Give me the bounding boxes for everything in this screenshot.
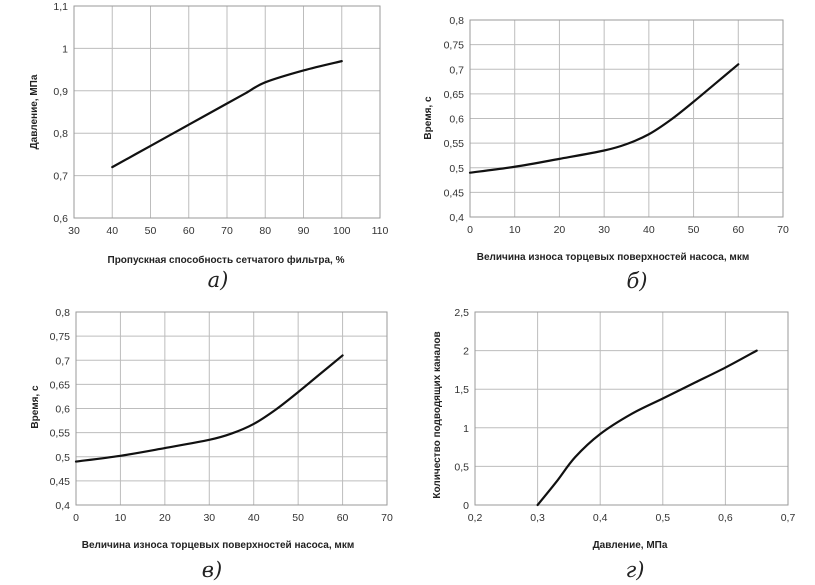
x-tick-label: 10 [509, 224, 521, 236]
series-line-a [111, 60, 343, 169]
x-tick-label: 50 [145, 225, 157, 237]
caption-b: б) [626, 269, 647, 293]
chart-svg-d: 0,2 0,3 0,4 0,5 0,6 0,7 0 0,5 1 1,5 2 2,5 Давление,… [432, 307, 795, 582]
x-tick-label: 70 [777, 224, 789, 236]
x-tick-label: 0,2 [468, 512, 483, 524]
y-tick-label: 0,45 [50, 476, 71, 488]
x-tick-label: 60 [732, 224, 744, 236]
ticks-a: 30 40 50 60 70 80 90 100 110 0,6 0,7 0,8 0,9 1 1,1 [53, 1, 388, 237]
plot-frame [469, 19, 784, 218]
x-tick-label: 40 [643, 224, 655, 236]
series-line-d [536, 349, 758, 507]
x-tick-label: 70 [221, 225, 233, 237]
x-tick-label: 0,3 [530, 512, 545, 524]
chart-svg-c: 0 10 20 30 40 50 60 70 0,4 0,45 0,5 0,55 0,6 0,65 0,7 0… [30, 307, 393, 582]
x-tick-label: 60 [337, 512, 349, 524]
y-tick-label: 0,8 [55, 307, 70, 319]
y-tick-label: 0,65 [50, 379, 71, 391]
y-tick-label: 0,4 [55, 500, 70, 512]
x-tick-label: 0,7 [781, 512, 796, 524]
y-tick-label: 1 [62, 43, 68, 55]
x-tick-label: 70 [381, 512, 393, 524]
y-tick-label: 1,5 [454, 384, 469, 396]
x-axis-label-a: Пропускная способность сетчатого фильтра… [108, 254, 345, 266]
x-tick-label: 110 [372, 225, 389, 237]
y-tick-label: 1 [463, 423, 469, 435]
chart-svg-b: 0 10 20 30 40 50 60 70 0,4 0,45 0,5 0,55 0,6 0,65 0,7 0… [423, 15, 789, 293]
y-tick-label: 0,55 [50, 428, 71, 440]
grid-c [75, 311, 388, 506]
x-tick-label: 0 [73, 512, 79, 524]
grid-a [73, 5, 381, 219]
y-tick-label: 0,65 [444, 89, 465, 101]
y-tick-label: 0,55 [444, 138, 465, 150]
y-tick-label: 0,75 [50, 331, 71, 343]
x-tick-label: 100 [333, 225, 351, 237]
plot-frame [73, 5, 381, 219]
y-axis-label-c: Время, с [30, 385, 41, 429]
x-tick-label: 0,6 [718, 512, 733, 524]
ticks-c: 0 10 20 30 40 50 60 70 0,4 0,45 0,5 0,55 0,6 0,65 0,7 0… [50, 307, 393, 524]
y-tick-label: 0,5 [454, 461, 469, 473]
y-tick-label: 0,5 [55, 452, 70, 464]
plot-frame [75, 311, 388, 506]
y-tick-label: 0,7 [55, 355, 70, 367]
caption-c: в) [202, 558, 222, 582]
caption-d: г) [626, 558, 645, 582]
y-tick-label: 0,5 [449, 163, 464, 175]
caption-a: а) [208, 268, 229, 292]
y-tick-label: 0,8 [53, 128, 68, 140]
y-tick-label: 0,7 [449, 64, 464, 76]
y-tick-label: 1,1 [53, 1, 68, 13]
y-axis-label-d: Количество подводящих каналов [432, 331, 443, 498]
x-tick-label: 40 [248, 512, 260, 524]
x-tick-label: 90 [298, 225, 310, 237]
y-tick-label: 0,8 [449, 15, 464, 27]
x-tick-label: 10 [115, 512, 127, 524]
x-tick-label: 50 [688, 224, 700, 236]
chart-svg-a: 30 40 50 60 70 80 90 100 110 0,6 0,7 0,8 0,9 1 1,1 Про… [29, 1, 389, 292]
y-axis-label-b: Время, с [423, 96, 434, 140]
y-tick-label: 0,6 [449, 114, 464, 126]
x-tick-label: 20 [159, 512, 171, 524]
x-tick-label: 30 [598, 224, 610, 236]
chart-panel-d: 0,2 0,3 0,4 0,5 0,6 0,7 0 0,5 1 1,5 2 2,5 Давление,… [405, 295, 815, 585]
y-tick-label: 2,5 [454, 307, 469, 319]
x-tick-label: 60 [183, 225, 195, 237]
plot-frame [474, 311, 789, 506]
series-line-b [468, 63, 740, 174]
grid-b [469, 19, 784, 218]
x-tick-label: 30 [68, 225, 80, 237]
x-tick-label: 80 [259, 225, 271, 237]
ticks-d: 0,2 0,3 0,4 0,5 0,6 0,7 0 0,5 1 1,5 2 2,5 [454, 307, 795, 524]
y-tick-label: 0,6 [53, 213, 68, 225]
y-tick-label: 0,6 [55, 404, 70, 416]
x-tick-label: 0,4 [593, 512, 608, 524]
chart-panel-a: 30 40 50 60 70 80 90 100 110 0,6 0,7 0,8 0,9 1 1,1 Про… [0, 0, 400, 292]
x-axis-label-b: Величина износа торцевых поверхностей на… [477, 252, 749, 263]
series-line-c [74, 354, 344, 463]
y-axis-label-a: Давление, МПа [29, 74, 40, 149]
chart-panel-c: 0 10 20 30 40 50 60 70 0,4 0,45 0,5 0,55 0,6 0,65 0,7 0… [0, 295, 405, 585]
y-tick-label: 0,9 [53, 86, 68, 98]
y-tick-label: 0 [463, 500, 469, 512]
x-tick-label: 50 [292, 512, 304, 524]
x-tick-label: 30 [203, 512, 215, 524]
grid-d [474, 311, 789, 506]
y-tick-label: 2 [463, 346, 469, 358]
x-tick-label: 40 [106, 225, 118, 237]
chart-panel-b: 0 10 20 30 40 50 60 70 0,4 0,45 0,5 0,55 0,6 0,65 0,7 0… [405, 0, 815, 295]
x-tick-label: 0 [467, 224, 473, 236]
y-tick-label: 0,45 [444, 187, 465, 199]
y-tick-label: 0,75 [444, 40, 465, 52]
x-tick-label: 0,5 [655, 512, 670, 524]
y-tick-label: 0,7 [53, 171, 68, 183]
x-axis-label-d: Давление, МПа [593, 540, 668, 551]
x-axis-label-c: Величина износа торцевых поверхностей на… [82, 540, 354, 551]
ticks-b: 0 10 20 30 40 50 60 70 0,4 0,45 0,5 0,55 0,6 0,65 0,7 0… [444, 15, 789, 236]
y-tick-label: 0,4 [449, 212, 464, 224]
x-tick-label: 20 [554, 224, 566, 236]
